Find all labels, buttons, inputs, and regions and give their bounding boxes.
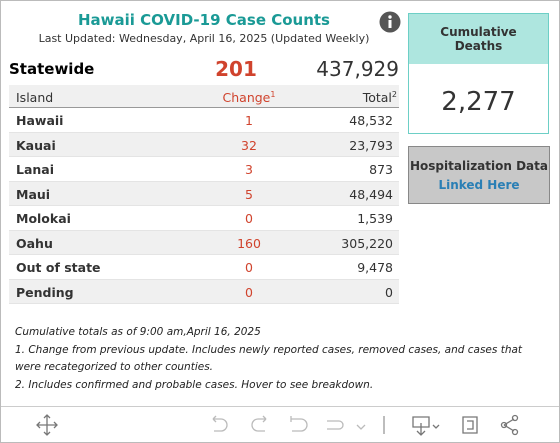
total-cell: 23,793	[349, 137, 393, 153]
fullscreen-icon[interactable]	[462, 416, 478, 434]
change-cell: 0	[245, 211, 253, 226]
statewide-change: 201	[215, 57, 257, 81]
notes: Cumulative totals as of 9:00 am,April 16…	[15, 324, 535, 394]
undo-icon[interactable]	[212, 415, 228, 432]
deaths-value: 2,277	[441, 87, 516, 117]
change-cell: 160	[237, 235, 261, 251]
table-row: Lanai 3 873	[9, 157, 399, 182]
table-header: Island Change1 Total2	[9, 85, 399, 108]
hospitalization-card[interactable]: Hospitalization Data Linked Here	[408, 146, 550, 204]
change-cell: 32	[241, 137, 257, 153]
statewide-total: 437,929	[316, 57, 399, 81]
download-icon[interactable]	[412, 416, 440, 436]
total-cell: 48,494	[349, 186, 393, 202]
note: Cumulative totals as of 9:00 am,April 16…	[15, 326, 261, 338]
island-cell: Out of state	[16, 260, 101, 275]
table-row: Kauai 32 23,793	[9, 132, 399, 157]
title: Hawaii COVID-19 Case Counts	[78, 11, 330, 29]
note: 2. Includes confirmed and probable cases…	[15, 378, 374, 391]
refresh-icon[interactable]	[327, 420, 366, 430]
table-row: Out of state 0 9,478	[9, 255, 399, 280]
total-cell: 9,478	[357, 260, 393, 275]
table-row: Pending 0 0	[9, 279, 399, 304]
change-cell: 0	[245, 260, 253, 275]
island-cell: Lanai	[16, 162, 55, 177]
table-row: Hawaii 1 48,532	[9, 108, 399, 133]
table-row: Maui 5 48,494	[9, 181, 399, 206]
column-header: Island	[16, 90, 54, 105]
total-cell: 873	[369, 162, 393, 177]
toolbar	[1, 406, 559, 436]
note: 1. Change from previous update. Includes…	[15, 343, 523, 374]
island-cell: Hawaii	[16, 113, 64, 128]
redo-icon[interactable]	[251, 415, 267, 432]
change-cell: 5	[245, 186, 253, 202]
move-icon[interactable]	[36, 414, 58, 436]
island-cell: Pending	[16, 284, 74, 300]
statewide-label: Statewide	[9, 60, 95, 78]
total-cell: 1,539	[357, 211, 393, 226]
share-icon[interactable]	[503, 418, 515, 432]
total-cell: 305,220	[341, 235, 393, 251]
info-icon[interactable]	[379, 11, 401, 33]
updated: Last Updated: Wednesday, April 16, 2025 …	[38, 32, 370, 45]
change-cell: 3	[245, 162, 253, 177]
footnote-mark: 2	[391, 90, 397, 99]
deaths-card: Cumulative Deaths 2,277	[408, 13, 549, 134]
island-cell: Kauai	[16, 137, 56, 153]
island-cell: Oahu	[16, 235, 53, 251]
hospitalization-title: Hospitalization Data	[410, 159, 548, 173]
table-row: Oahu 160 305,220	[9, 230, 399, 255]
total-cell: 0	[385, 284, 393, 300]
change-cell: 0	[245, 284, 253, 300]
change-cell: 1	[245, 113, 253, 128]
footnote-mark: 1	[270, 90, 276, 99]
table-row: Molokai 0 1,539	[9, 206, 399, 231]
column-header: Change	[222, 90, 271, 106]
deaths-title: Cumulative Deaths	[409, 14, 548, 64]
revert-icon[interactable]	[290, 416, 308, 432]
column-header: Total	[362, 90, 392, 106]
total-cell: 48,532	[349, 113, 393, 128]
hospitalization-link[interactable]: Linked Here	[438, 178, 520, 192]
island-cell: Maui	[16, 186, 51, 202]
island-cell: Molokai	[16, 211, 71, 226]
